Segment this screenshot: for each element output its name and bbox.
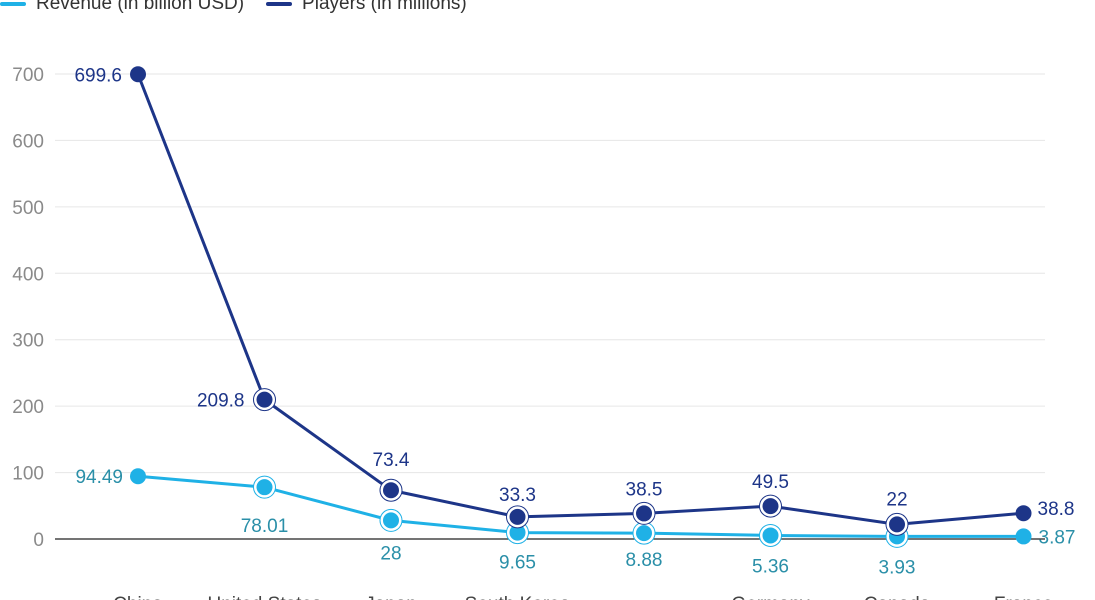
legend-swatch-players (266, 2, 293, 6)
x-category-label: France (994, 594, 1053, 600)
series-line (136, 474, 1025, 538)
data-label: 33.3 (499, 485, 536, 506)
data-label: 3.87 (1039, 527, 1076, 548)
data-label: 28 (380, 543, 401, 564)
data-point (509, 524, 526, 541)
y-tick-label: 300 (12, 331, 44, 352)
data-label: 8.88 (626, 550, 663, 571)
x-axis-categories: China United States Japan South Korea German… (113, 594, 1053, 600)
data-point (256, 479, 273, 496)
data-point (636, 505, 652, 522)
data-point (130, 468, 146, 485)
data-label: 9.65 (499, 553, 536, 574)
y-axis-ticks: 0 100 200 300 400 500 600 700 (12, 65, 44, 551)
data-series: 94.49 78.01 28 9.65 8.88 5.36 3.93 3.87 699.6 209… (74, 65, 1075, 578)
data-point (636, 525, 652, 542)
legend-label-players: Players (in millions) (302, 0, 467, 14)
series-players: 699.6 209.8 73.4 33.3 38.5 49.5 22 38.8 (74, 65, 1075, 536)
data-point (383, 512, 399, 529)
y-tick-label: 100 (12, 464, 44, 485)
series-revenue: 94.49 78.01 28 9.65 8.88 5.36 3.93 3.87 (75, 467, 1075, 578)
y-tick-label: 0 (33, 530, 44, 551)
data-point (889, 516, 905, 533)
legend-swatch-revenue (0, 2, 26, 6)
y-tick-label: 500 (12, 198, 44, 219)
data-point (762, 498, 779, 515)
x-category-label: Germany (731, 594, 810, 600)
data-label: 699.6 (74, 65, 122, 86)
data-label: 3.93 (879, 557, 916, 578)
x-category-label: China (113, 594, 163, 600)
series-line (136, 72, 1025, 526)
data-label: 49.5 (752, 472, 789, 493)
x-category-label: South Korea (465, 594, 571, 600)
data-label: 5.36 (752, 556, 789, 577)
data-label: 209.8 (197, 391, 245, 412)
x-category-label: Canada (864, 594, 931, 600)
y-tick-label: 700 (12, 65, 44, 86)
data-point (383, 482, 399, 499)
y-tick-label: 200 (12, 397, 44, 418)
y-tick-label: 400 (12, 264, 44, 285)
data-point (1015, 505, 1032, 522)
legend-label-revenue: Revenue (in billion USD) (36, 0, 245, 14)
gridlines (55, 73, 1045, 540)
chart-legend: Revenue (in billion USD) Players (in mil… (0, 0, 467, 17)
data-label: 73.4 (373, 450, 410, 471)
data-point (130, 66, 146, 83)
legend-item-revenue[interactable]: Revenue (in billion USD) (0, 0, 244, 15)
x-category-label: United States (207, 594, 321, 600)
data-point (509, 508, 526, 525)
data-label: 94.49 (75, 467, 123, 488)
data-label: 38.5 (626, 479, 663, 500)
legend-item-players[interactable]: Players (in millions) (266, 0, 467, 15)
data-label: 38.8 (1038, 499, 1075, 520)
data-point (762, 527, 779, 544)
data-label: 78.01 (241, 516, 289, 537)
data-label: 22 (886, 489, 907, 510)
x-category-label: Japan (365, 594, 417, 600)
y-tick-label: 600 (12, 131, 44, 152)
data-point (256, 391, 273, 408)
data-point (1015, 528, 1032, 545)
